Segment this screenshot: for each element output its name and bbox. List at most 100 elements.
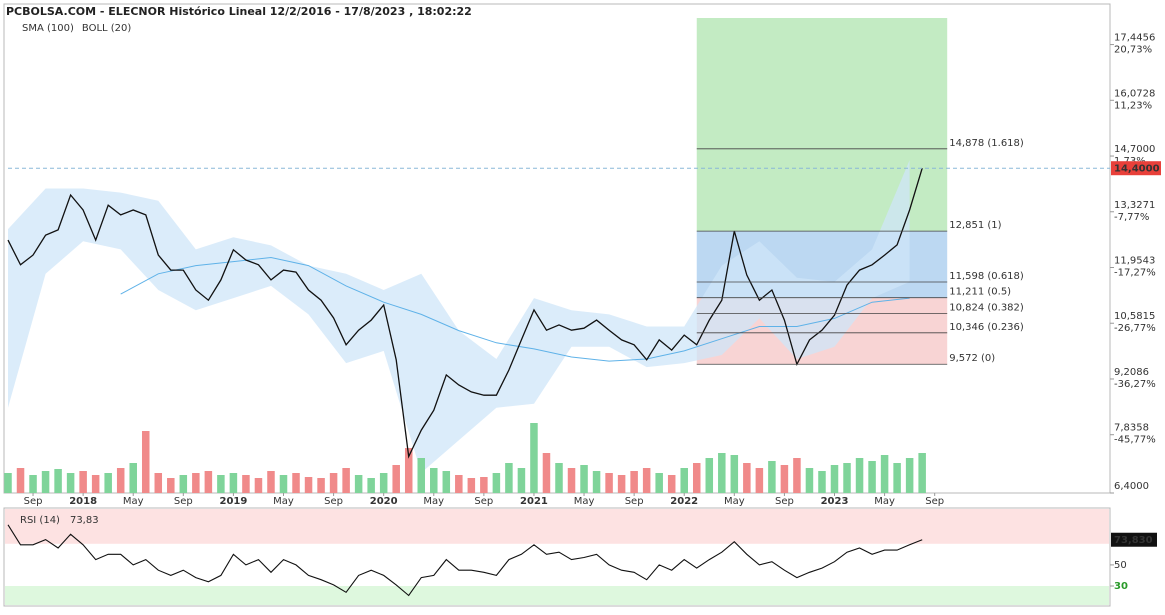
volume-bar bbox=[818, 471, 826, 493]
volume-bar bbox=[905, 458, 914, 493]
volume-bar bbox=[129, 463, 137, 493]
x-tick-label: 2020 bbox=[370, 496, 398, 507]
volume-bar bbox=[455, 475, 463, 493]
volume-bar bbox=[79, 471, 87, 493]
volume-bar bbox=[743, 463, 751, 493]
volume-bar bbox=[242, 475, 250, 493]
y-tick-label: 13,3271 bbox=[1114, 200, 1155, 211]
volume-bar bbox=[41, 471, 50, 493]
volume-bar bbox=[918, 453, 926, 493]
volume-bar bbox=[204, 471, 213, 493]
x-tick-label: 2021 bbox=[520, 496, 548, 507]
x-tick-label: May bbox=[123, 496, 144, 507]
volume-bar bbox=[417, 458, 426, 493]
y-tick-label: 7,8358 bbox=[1114, 423, 1149, 434]
x-tick-label: 2023 bbox=[821, 496, 849, 507]
volume-bar bbox=[279, 475, 288, 493]
legend-entry: BOLL (20) bbox=[82, 23, 132, 34]
volume-bar bbox=[667, 475, 676, 493]
volume-bar bbox=[354, 475, 363, 493]
volume-bar bbox=[116, 468, 125, 493]
x-tick-label: Sep bbox=[24, 496, 43, 507]
volume-bar bbox=[793, 458, 801, 493]
y-tick-label: 17,4456 bbox=[1114, 33, 1155, 44]
x-tick-label: May bbox=[874, 496, 895, 507]
rsi-line bbox=[7, 524, 923, 597]
x-tick-label: May bbox=[423, 496, 444, 507]
volume-bar bbox=[630, 471, 638, 493]
volume-bar bbox=[605, 473, 613, 493]
volume-bar bbox=[542, 453, 551, 493]
volume-bar bbox=[467, 478, 476, 493]
volume-bar bbox=[430, 468, 438, 493]
volume-bar bbox=[54, 469, 62, 493]
volume-bar bbox=[880, 455, 889, 493]
y-tick-change: 11,23% bbox=[1114, 100, 1152, 111]
x-tick-label: 2022 bbox=[670, 496, 698, 507]
volume-bar bbox=[229, 473, 238, 493]
volume-bar bbox=[492, 473, 501, 493]
y-tick-change: -26,77% bbox=[1114, 323, 1156, 334]
y-tick-change: -36,27% bbox=[1114, 379, 1156, 390]
volume-bar bbox=[292, 473, 300, 493]
volume-bar bbox=[480, 477, 488, 493]
y-tick-label: 16,0728 bbox=[1114, 88, 1155, 99]
rsi-last-box bbox=[1111, 532, 1157, 547]
volume-bar bbox=[805, 468, 814, 493]
volume-bar bbox=[167, 478, 175, 493]
fib-label: 10,346 (0.236) bbox=[949, 322, 1024, 333]
fib-label: 10,824 (0.382) bbox=[949, 302, 1024, 313]
volume-bar bbox=[893, 463, 901, 493]
volume-bar bbox=[16, 468, 25, 493]
legend-entry: SMA (100) bbox=[22, 23, 74, 34]
x-tick-label: May bbox=[724, 496, 745, 507]
volume-bar bbox=[141, 431, 150, 493]
volume-bar bbox=[404, 448, 413, 493]
y-tick-label: 11,9543 bbox=[1114, 256, 1155, 267]
chart-title: PCBOLSA.COM - ELECNOR Histórico Lineal 1… bbox=[6, 5, 472, 18]
volume-bar bbox=[617, 475, 626, 493]
price-line bbox=[7, 168, 923, 459]
x-tick-label: 2019 bbox=[219, 496, 247, 507]
volume-bar bbox=[780, 465, 789, 493]
volume-bar bbox=[555, 463, 563, 493]
volume-bar bbox=[192, 473, 200, 493]
x-tick-label: Sep bbox=[925, 496, 944, 507]
volume-bar bbox=[517, 468, 526, 493]
x-tick-label: Sep bbox=[625, 496, 644, 507]
rsi-last-label: 73,830 bbox=[1114, 535, 1153, 546]
volume-bar bbox=[392, 465, 400, 493]
fib-label: 11,211 (0.5) bbox=[949, 287, 1011, 298]
fib-label: 12,851 (1) bbox=[949, 220, 1001, 231]
fib-zone bbox=[696, 18, 948, 149]
volume-bar bbox=[692, 463, 701, 493]
x-tick-label: May bbox=[273, 496, 294, 507]
volume-bar bbox=[29, 475, 37, 493]
x-tick-label: Sep bbox=[324, 496, 343, 507]
volume-bar bbox=[329, 473, 338, 493]
y-tick-label: 14,7000 bbox=[1114, 144, 1155, 155]
volume-bar bbox=[91, 475, 100, 493]
volume-bar bbox=[655, 473, 663, 493]
volume-bar bbox=[843, 463, 851, 493]
volume-bar bbox=[217, 475, 225, 493]
volume-bar bbox=[868, 461, 876, 493]
volume-bar bbox=[705, 458, 714, 493]
fib-label: 11,598 (0.618) bbox=[949, 271, 1024, 282]
volume-bar bbox=[730, 455, 739, 493]
volume-bar bbox=[567, 468, 576, 493]
y-tick-label: 9,2086 bbox=[1114, 367, 1149, 378]
x-tick-label: Sep bbox=[474, 496, 493, 507]
rsi-title: RSI (14) bbox=[20, 515, 60, 526]
volume-bar bbox=[680, 468, 688, 493]
volume-bar bbox=[505, 463, 513, 493]
last-price-label: 14,4000 bbox=[1114, 164, 1160, 175]
volume-bar bbox=[154, 473, 163, 493]
volume-bar bbox=[342, 468, 350, 493]
x-tick-label: May bbox=[574, 496, 595, 507]
y-tick-change: -7,77% bbox=[1114, 212, 1149, 223]
volume-bar bbox=[267, 471, 275, 493]
volume-bar bbox=[4, 473, 12, 493]
y-tick-label: 10,5815 bbox=[1114, 311, 1155, 322]
